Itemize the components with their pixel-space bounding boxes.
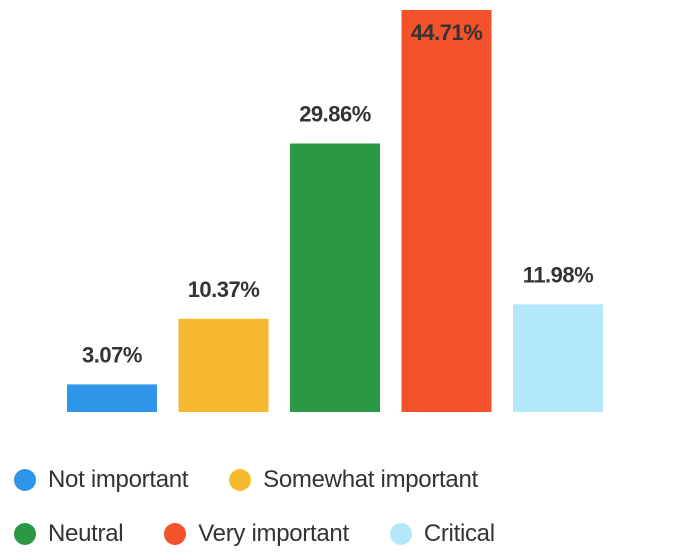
bar-very-important [402, 10, 492, 412]
data-label-not-important: 3.07% [82, 342, 142, 367]
legend-label-somewhat-important: Somewhat important [263, 466, 478, 494]
bars-group [67, 10, 603, 412]
bar-somewhat-important [179, 319, 269, 412]
bar-chart: 3.07% 10.37% 29.86% 44.71% 11.98% [0, 0, 673, 430]
legend-swatch-not-important [14, 469, 36, 491]
legend-label-critical: Critical [424, 520, 495, 548]
chart-container: 3.07% 10.37% 29.86% 44.71% 11.98% Not import… [0, 0, 673, 542]
legend-item-very-important: Very important [164, 514, 349, 554]
data-label-neutral: 29.86% [299, 102, 371, 127]
data-label-somewhat-important: 10.37% [188, 277, 260, 302]
bar-not-important [67, 384, 157, 412]
bar-critical [513, 304, 603, 412]
legend-swatch-somewhat-important [229, 469, 251, 491]
data-label-critical: 11.98% [523, 262, 593, 287]
legend-item-not-important: Not important [14, 460, 188, 500]
chart-legend: Not important Somewhat important Neutral… [14, 460, 669, 554]
legend-label-neutral: Neutral [48, 520, 123, 548]
legend-item-somewhat-important: Somewhat important [229, 460, 478, 500]
bar-neutral [290, 144, 380, 413]
legend-item-critical: Critical [390, 514, 495, 554]
legend-item-neutral: Neutral [14, 514, 123, 554]
legend-label-very-important: Very important [198, 520, 349, 548]
data-label-very-important: 44.71% [411, 20, 483, 45]
legend-label-not-important: Not important [48, 466, 188, 494]
